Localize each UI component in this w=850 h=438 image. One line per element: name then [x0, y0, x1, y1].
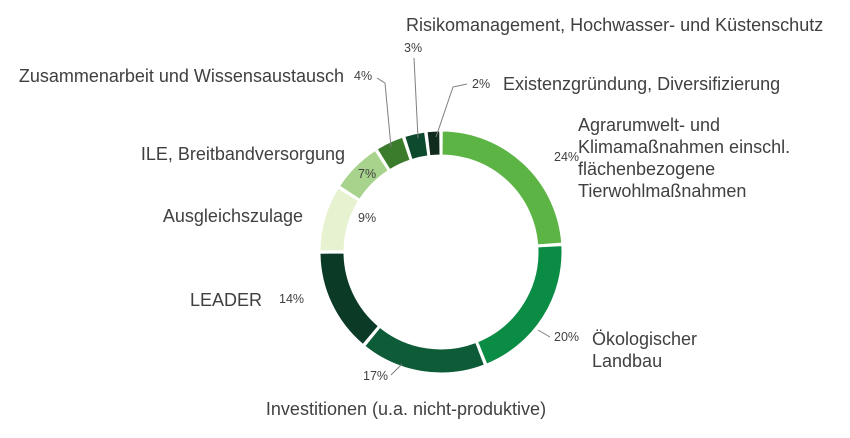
- slice-leader: [319, 252, 380, 346]
- category-label-zusammenarbeit-und-wissensaustausch: Zusammenarbeit und Wissensaustausch: [19, 66, 344, 86]
- slices-layer: [319, 130, 563, 374]
- category-label-ausgleichszulage: Ausgleichszulage: [163, 206, 303, 226]
- category-label-line: LEADER: [190, 290, 262, 310]
- slice-risikomanagement-hochwasser-und-kuestenschutz: [404, 131, 429, 161]
- percent-label-oekologischer-landbau: 20%: [554, 330, 579, 344]
- category-label-line: Klimamaßnahmen einschl.: [578, 137, 790, 157]
- category-label-line: ILE, Breitbandversorgung: [141, 144, 345, 164]
- slice-existenzgruendung-diversifizierung: [426, 130, 441, 157]
- category-label-line: flächenbezogene: [578, 159, 715, 179]
- leader-lines-layer: [376, 57, 551, 376]
- percent-label-leader: 14%: [279, 292, 304, 306]
- category-labels-layer: Agrarumwelt- und Klimamaßnahmen einschl. f…: [19, 15, 823, 419]
- category-label-line: Existenzgründung, Diversifizierung: [503, 74, 780, 94]
- category-label-investitionen-u-a-nicht-produktive: Investitionen (u.a. nicht-produktive): [266, 399, 546, 419]
- percent-label-existenzgruendung-diversifizierung: 2%: [472, 77, 490, 91]
- category-label-line: Landbau: [592, 351, 662, 371]
- category-label-oekologischer-landbau: Ökologischer Landbau: [592, 329, 697, 371]
- percent-labels-layer: 24% 20% 17% 14% 9% 7% 4% 3% 2%: [279, 41, 579, 383]
- slice-agrarumwelt-und-klimamassnahmen-einschl-flaechenbezogene-tierwohlmassnahmen: [441, 130, 563, 246]
- slice-ile-breitbandversorgung: [338, 149, 389, 200]
- category-label-line: Agrarumwelt- und: [578, 115, 720, 135]
- category-label-agrarumwelt-und-klimamassnahmen-einschl-flaechenbezogene-tierwohlmassnahmen: Agrarumwelt- und Klimamaßnahmen einschl. f…: [578, 115, 790, 201]
- percent-label-risikomanagement-hochwasser-und-kuestenschutz: 3%: [404, 41, 422, 55]
- category-label-line: Zusammenarbeit und Wissensaustausch: [19, 66, 344, 86]
- category-label-line: Ausgleichszulage: [163, 206, 303, 226]
- percent-label-ile-breitbandversorgung: 7%: [358, 167, 376, 181]
- category-label-line: Investitionen (u.a. nicht-produktive): [266, 399, 546, 419]
- category-label-leader: LEADER: [190, 290, 262, 310]
- category-label-line: Risikomanagement, Hochwasser- und Küsten…: [406, 15, 823, 35]
- category-label-line: Ökologischer: [592, 329, 697, 349]
- slice-investitionen-u-a-nicht-produktive: [364, 326, 486, 374]
- percent-label-investitionen-u-a-nicht-produktive: 17%: [363, 369, 388, 383]
- leader-line-investitionen-u-a-nicht-produktive: [390, 363, 403, 376]
- leader-line-existenzgruendung-diversifizierung: [435, 83, 468, 138]
- slice-zusammenarbeit-und-wissensaustausch: [376, 136, 411, 171]
- category-label-existenzgruendung-diversifizierung: Existenzgründung, Diversifizierung: [503, 74, 780, 94]
- category-label-ile-breitbandversorgung: ILE, Breitbandversorgung: [141, 144, 345, 164]
- slice-oekologischer-landbau: [476, 245, 563, 365]
- percent-label-agrarumwelt-und-klimamassnahmen-einschl-flaechenbezogene-tierwohlmassnahmen: 24%: [554, 150, 579, 164]
- leader-line-risikomanagement-hochwasser-und-kuestenschutz: [413, 57, 419, 139]
- category-label-risikomanagement-hochwasser-und-kuestenschutz: Risikomanagement, Hochwasser- und Küsten…: [406, 15, 823, 35]
- leader-line-zusammenarbeit-und-wissensaustausch: [376, 77, 392, 148]
- category-label-line: Tierwohlmaßnahmen: [578, 181, 746, 201]
- slice-ausgleichszulage: [319, 187, 360, 252]
- percent-label-zusammenarbeit-und-wissensaustausch: 4%: [354, 69, 372, 83]
- percent-label-ausgleichszulage: 9%: [358, 211, 376, 225]
- leader-line-oekologischer-landbau: [537, 329, 551, 338]
